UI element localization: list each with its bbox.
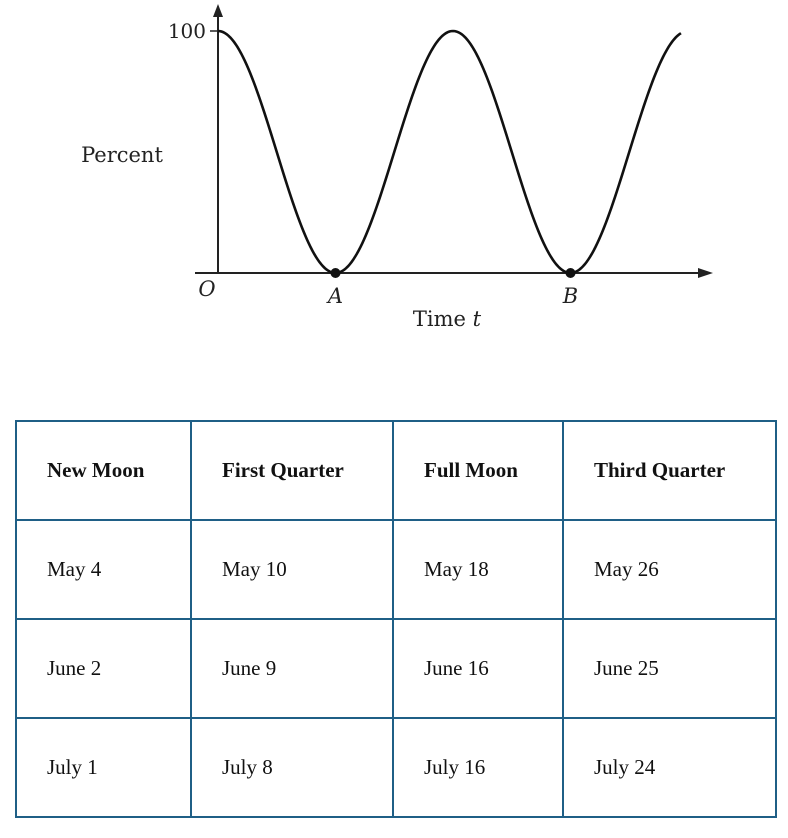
table-row: June 2 June 9 June 16 June 25	[15, 618, 777, 719]
x-axis-arrow	[698, 268, 713, 278]
table-cell: June 2	[15, 618, 192, 719]
header-full-moon: Full Moon	[392, 420, 564, 521]
table-cell: May 10	[190, 519, 394, 620]
percent-curve	[217, 29, 682, 275]
y-axis-arrow	[213, 4, 223, 17]
y-axis-label: Percent	[81, 143, 163, 167]
point-b-label: B	[562, 284, 578, 308]
header-first-quarter: First Quarter	[190, 420, 394, 521]
table-cell: July 1	[15, 717, 192, 818]
header-new-moon: New Moon	[15, 420, 192, 521]
table-cell: May 4	[15, 519, 192, 620]
table-row: July 1 July 8 July 16 July 24	[15, 717, 777, 818]
table-cell: July 16	[392, 717, 564, 818]
header-row: New Moon First Quarter Full Moon Third Q…	[15, 420, 777, 521]
y-tick-label-100: 100	[168, 19, 206, 43]
moon-phase-table: New Moon First Quarter Full Moon Third Q…	[15, 420, 777, 818]
point-b-marker	[565, 268, 576, 278]
header-third-quarter: Third Quarter	[562, 420, 777, 521]
table-row: May 4 May 10 May 18 May 26	[15, 519, 777, 620]
table-cell: May 26	[562, 519, 777, 620]
x-axis-label: Time t	[413, 307, 482, 331]
percent-vs-time-graph: 100 Percent O Time t A B	[81, 4, 713, 331]
point-a-marker	[330, 268, 341, 278]
table-cell: June 16	[392, 618, 564, 719]
origin-label: O	[198, 277, 215, 301]
table-cell: May 18	[392, 519, 564, 620]
table-cell: June 9	[190, 618, 394, 719]
table-cell: July 8	[190, 717, 394, 818]
table-cell: June 25	[562, 618, 777, 719]
table-cell: July 24	[562, 717, 777, 818]
point-a-label: A	[326, 284, 343, 308]
